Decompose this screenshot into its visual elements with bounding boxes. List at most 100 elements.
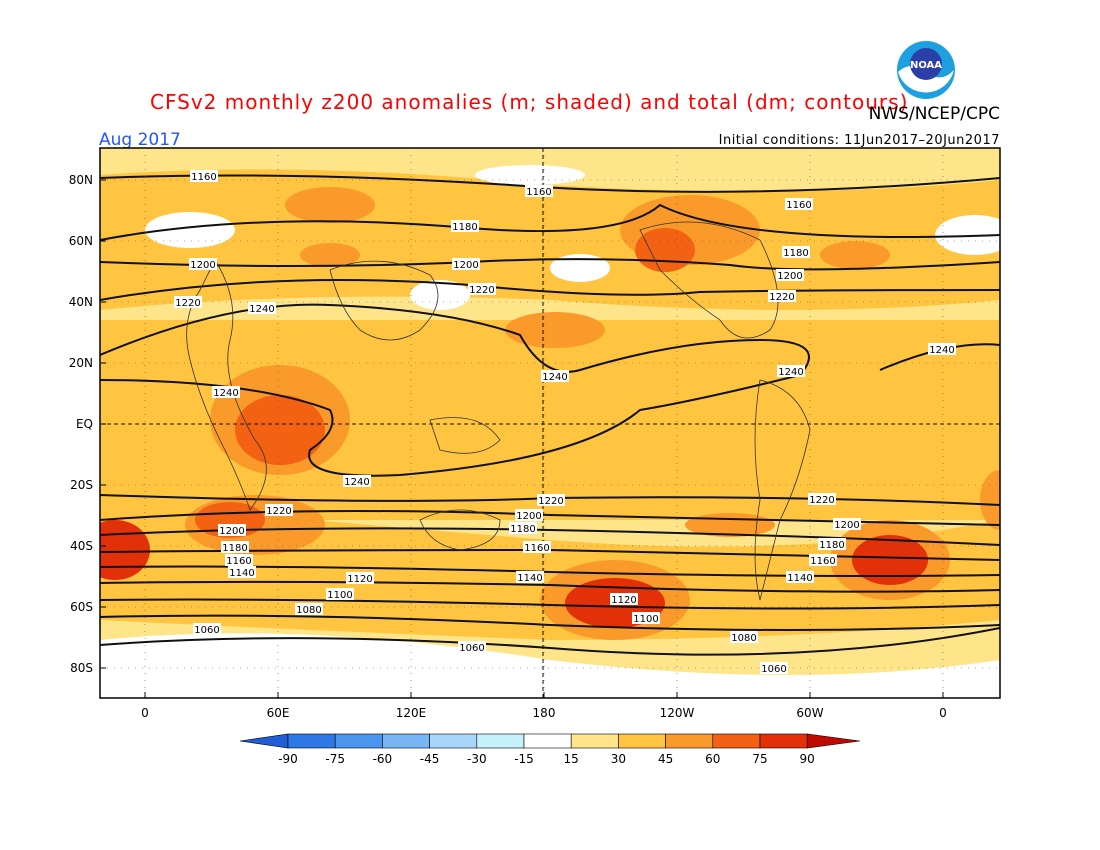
- colorbar-left-arrow: [239, 733, 289, 749]
- contour-label-1120s: 1120: [346, 572, 374, 585]
- colorbar-tick-label: 30: [611, 752, 626, 766]
- shade-east-edge: [980, 470, 1000, 530]
- colorbar-tick-label: 60: [705, 752, 720, 766]
- colorbar-tick-label: -30: [467, 752, 487, 766]
- colorbar-bin: [618, 733, 666, 749]
- agency-label: NWS/NCEP/CPC: [868, 104, 1000, 124]
- colorbar-bin: [334, 733, 383, 749]
- svg-text:1140: 1140: [517, 573, 542, 584]
- svg-text:1200: 1200: [219, 526, 244, 537]
- svg-text:1180: 1180: [819, 540, 844, 551]
- lon-tick-label: 0: [939, 706, 947, 720]
- contour-label-1240c: 1240: [212, 386, 240, 399]
- colorbar-bin: [382, 733, 430, 749]
- contour-label-1060s2: 1060: [458, 641, 486, 654]
- contour-1060s: [100, 627, 1000, 656]
- svg-text:1200: 1200: [516, 511, 541, 522]
- contour-label-1240f: 1240: [928, 343, 956, 356]
- contour-label-1220: 1220: [174, 296, 202, 309]
- svg-text:1240: 1240: [542, 372, 567, 383]
- svg-text:1240: 1240: [249, 304, 274, 315]
- contour-1180: [100, 203, 1000, 241]
- contour-label-1200c: 1200: [776, 269, 804, 282]
- contour-label-1220s3: 1220: [808, 493, 836, 506]
- shade-south-band: [100, 500, 1000, 640]
- contour-label-1160s3: 1160: [809, 554, 837, 567]
- contour-label-1200s: 1200: [218, 524, 246, 537]
- svg-text:1160: 1160: [526, 187, 551, 198]
- colorbar-tick-label: -60: [373, 752, 393, 766]
- contour-label-1140s2: 1140: [516, 571, 544, 584]
- svg-text:1220: 1220: [175, 298, 200, 309]
- colorbar-bin: [712, 733, 761, 749]
- svg-text:1120: 1120: [611, 595, 636, 606]
- svg-text:1220: 1220: [266, 506, 291, 517]
- map-frame: [99, 147, 1001, 699]
- lon-tick-label: 120E: [396, 706, 427, 720]
- svg-text:1160: 1160: [786, 200, 811, 211]
- svg-text:1240: 1240: [344, 477, 369, 488]
- svg-text:1100: 1100: [327, 590, 352, 601]
- colorbar-tick-label: 45: [658, 752, 673, 766]
- logo-text: NOAA: [910, 60, 942, 71]
- contour-label-1180s: 1180: [221, 541, 249, 554]
- svg-text:1240: 1240: [778, 367, 803, 378]
- contour-1220: [100, 279, 1000, 301]
- lat-tick-label: 40N: [69, 295, 93, 309]
- colorbar-bin: [429, 733, 478, 749]
- svg-text:1160: 1160: [191, 172, 216, 183]
- svg-text:1200: 1200: [834, 520, 859, 531]
- contour-label-1120s2: 1120: [610, 593, 638, 606]
- lon-axis: 0 60E 120E 180 120W 60W 0: [141, 148, 947, 720]
- colorbar-tick-label: 90: [800, 752, 815, 766]
- svg-text:1220: 1220: [538, 496, 563, 507]
- shade-siberia-patch: [285, 187, 375, 223]
- svg-text:1100: 1100: [633, 614, 658, 625]
- colorbar-bin: [523, 733, 572, 749]
- colorbar-bin: [476, 733, 525, 749]
- contour-label-1180: 1180: [451, 220, 479, 233]
- colorbar-tick-label: 15: [564, 752, 579, 766]
- contour-label-1200s2: 1200: [515, 509, 543, 522]
- contour-1200: [100, 258, 1000, 271]
- lon-tick-label: 180: [533, 706, 556, 720]
- svg-text:1080: 1080: [731, 633, 756, 644]
- contour-1080s: [100, 614, 1000, 631]
- contour-label-1240d: 1240: [343, 475, 371, 488]
- shade-north-pale-4: [550, 254, 610, 282]
- initial-conditions-label: Initial conditions: 11Jun2017–20Jun2017: [718, 133, 1000, 148]
- colorbar-bin: [665, 733, 714, 749]
- svg-text:1240: 1240: [213, 388, 238, 399]
- lat-tick-label: 40S: [70, 539, 93, 553]
- colorbar-right-arrow: [806, 733, 861, 749]
- svg-text:1140: 1140: [787, 573, 812, 584]
- contour-label-1160b: 1160: [525, 185, 553, 198]
- colorbar-bin: [570, 733, 619, 749]
- svg-text:1200: 1200: [190, 260, 215, 271]
- shade-pacific-ridge: [505, 312, 605, 348]
- svg-text:1180: 1180: [222, 543, 247, 554]
- height-contours: [100, 174, 1000, 656]
- colorbar: -90 -75 -60 -45 -30 -15 15 30 45 60 75 90: [239, 733, 861, 766]
- svg-text:1060: 1060: [194, 625, 219, 636]
- contour-label-1240b: 1240: [541, 370, 569, 383]
- contour-1100s: [100, 598, 1000, 610]
- contour-label-1180b: 1180: [782, 246, 810, 259]
- contour-label-1160s2: 1160: [523, 541, 551, 554]
- contour-1120s: [100, 580, 1000, 593]
- lat-tick-label: 60N: [69, 234, 93, 248]
- contour-label-1180s2: 1180: [509, 522, 537, 535]
- shade-canada-core: [635, 228, 695, 272]
- svg-text:1200: 1200: [453, 260, 478, 271]
- lat-tick-label: 20S: [70, 478, 93, 492]
- contour-label-1160c: 1160: [785, 198, 813, 211]
- colorbar-tick-label: -45: [420, 752, 440, 766]
- lat-tick-label: 60S: [70, 600, 93, 614]
- chart-title: CFSv2 monthly z200 anomalies (m; shaded)…: [150, 90, 909, 114]
- contour-label-1100s: 1100: [326, 588, 354, 601]
- svg-text:1220: 1220: [809, 495, 834, 506]
- colorbar-tick-label: 75: [752, 752, 767, 766]
- svg-text:1160: 1160: [226, 556, 251, 567]
- lat-tick-label: EQ: [76, 417, 93, 431]
- contour-label-1200b: 1200: [452, 258, 480, 271]
